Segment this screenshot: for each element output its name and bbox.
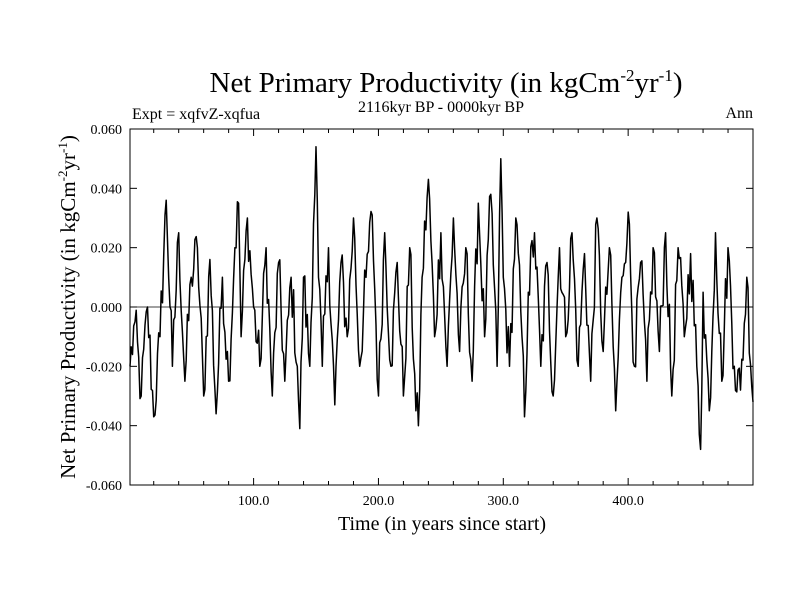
x-tick-label: 200.0: [363, 494, 395, 509]
subtitle-center: 2116kyr BP - 0000kyr BP: [358, 99, 524, 116]
y-tick-label: 0.000: [91, 301, 123, 316]
series-line-npp: [129, 146, 754, 451]
y-tick-label: -0.020: [86, 360, 122, 375]
x-tick-label: 300.0: [488, 494, 520, 509]
subtitle-right: Ann: [725, 105, 753, 122]
subtitle-left: Expt = xqfvZ-xqfua: [132, 106, 260, 123]
y-tick-label: 0.020: [91, 242, 123, 257]
y-tick-label: 0.040: [91, 182, 123, 197]
y-axis-label: Net Primary Productivity (in kgCm-2yr-1): [55, 135, 80, 479]
chart-title: Net Primary Productivity (in kgCm-2yr-1): [210, 66, 683, 99]
axes: -0.060 -0.040 -0.020 0.000 0.020 0.040 0.060 10…: [86, 123, 753, 509]
y-tick-label: 0.060: [91, 123, 123, 138]
x-tick-label: 400.0: [612, 494, 644, 509]
x-tick-label: 100.0: [238, 494, 270, 509]
y-tick-label: -0.040: [86, 420, 122, 435]
y-tick-label: -0.060: [86, 479, 122, 494]
plot-frame: [129, 128, 754, 486]
x-axis-label: Time (in years since start): [338, 513, 546, 535]
series-group: [129, 146, 754, 451]
